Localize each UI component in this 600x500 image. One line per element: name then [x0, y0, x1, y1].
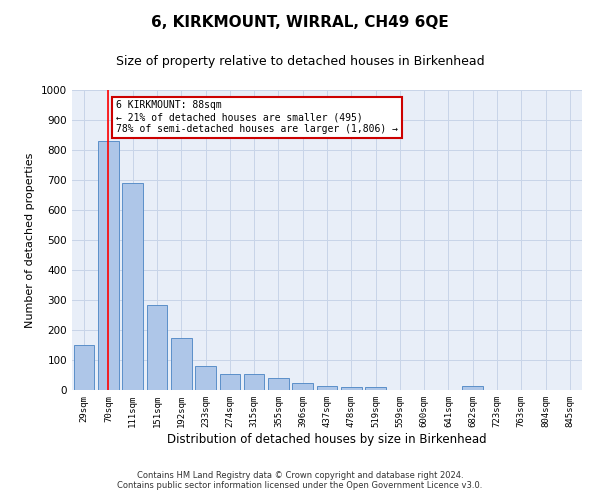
Bar	[317, 386, 337, 390]
Bar	[463, 386, 483, 390]
Bar	[74, 345, 94, 390]
Bar	[244, 374, 265, 390]
Bar	[195, 366, 216, 390]
Text: 6 KIRKMOUNT: 88sqm
← 21% of detached houses are smaller (495)
78% of semi-detach: 6 KIRKMOUNT: 88sqm ← 21% of detached hou…	[116, 100, 398, 134]
Bar	[122, 183, 143, 390]
X-axis label: Distribution of detached houses by size in Birkenhead: Distribution of detached houses by size …	[167, 432, 487, 446]
Bar	[341, 387, 362, 390]
Bar	[292, 384, 313, 390]
Bar	[98, 141, 119, 390]
Bar	[171, 338, 191, 390]
Y-axis label: Number of detached properties: Number of detached properties	[25, 152, 35, 328]
Text: Contains HM Land Registry data © Crown copyright and database right 2024.
Contai: Contains HM Land Registry data © Crown c…	[118, 470, 482, 490]
Bar	[365, 387, 386, 390]
Bar	[220, 374, 240, 390]
Bar	[146, 304, 167, 390]
Text: 6, KIRKMOUNT, WIRRAL, CH49 6QE: 6, KIRKMOUNT, WIRRAL, CH49 6QE	[151, 15, 449, 30]
Bar	[268, 378, 289, 390]
Text: Size of property relative to detached houses in Birkenhead: Size of property relative to detached ho…	[116, 55, 484, 68]
